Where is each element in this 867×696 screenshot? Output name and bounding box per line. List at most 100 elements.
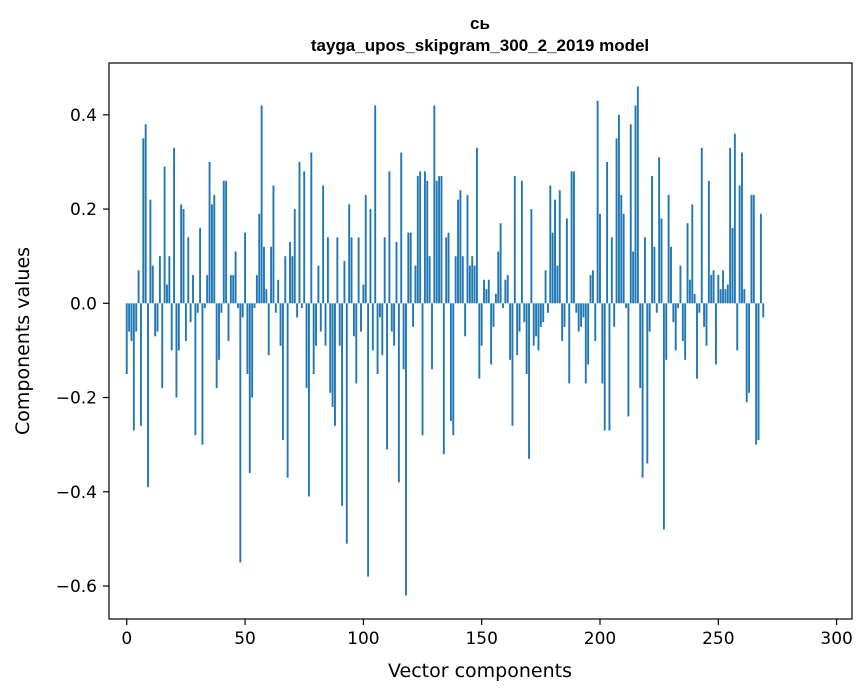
bar-87: [331, 303, 334, 407]
bar-24: [182, 209, 185, 304]
bar-60: [267, 303, 270, 356]
bar-39: [218, 303, 220, 360]
bar-69: [289, 242, 291, 304]
bar-184: [561, 303, 564, 341]
bar-25: [184, 303, 187, 341]
bar-257: [733, 133, 736, 304]
bar-22: [177, 303, 180, 351]
y-tick-label: 0.0: [70, 294, 97, 314]
bar-94: [348, 204, 351, 304]
bar-68: [286, 303, 289, 478]
bar-163: [511, 303, 514, 426]
bar-99: [360, 303, 362, 332]
bar-106: [376, 303, 379, 374]
bar-29: [194, 303, 197, 436]
bar-231: [672, 303, 675, 323]
bar-8: [144, 124, 147, 304]
bar-105: [374, 105, 377, 304]
bar-34: [206, 275, 209, 304]
bar-128: [428, 256, 431, 304]
bar-98: [357, 237, 360, 304]
bar-7: [142, 138, 145, 304]
y-tick-label: −0.4: [56, 483, 97, 503]
bar-226: [660, 218, 663, 304]
bar-113: [393, 303, 396, 346]
bar-180: [551, 232, 554, 304]
bar-37: [213, 194, 216, 304]
bar-178: [546, 303, 549, 313]
bar-23: [180, 204, 183, 304]
bar-150: [480, 303, 483, 346]
bar-233: [677, 303, 680, 309]
chart-title: сь: [470, 14, 490, 33]
bar-201: [601, 303, 604, 384]
bar-175: [539, 303, 542, 327]
bar-108: [381, 303, 384, 356]
bars-layer: [125, 86, 765, 596]
bar-177: [544, 270, 547, 304]
chart-subtitle: tayga_upos_skipgram_300_2_2019 model: [311, 36, 649, 55]
bar-205: [610, 237, 613, 304]
bar-125: [421, 303, 424, 436]
bar-52: [248, 303, 251, 473]
bar-76: [305, 303, 308, 389]
bar-96: [352, 303, 355, 337]
bar-154: [490, 303, 493, 365]
bar-35: [208, 161, 211, 304]
bar-181: [554, 199, 556, 304]
bar-132: [438, 176, 441, 304]
bar-268: [759, 213, 762, 304]
bar-51: [246, 303, 249, 374]
bar-185: [563, 303, 566, 327]
bar-216: [636, 86, 639, 304]
bar-199: [596, 100, 599, 304]
bar-250: [717, 275, 720, 304]
bar-45: [232, 275, 235, 304]
bar-13: [156, 303, 159, 332]
bar-213: [629, 124, 632, 304]
bar-116: [400, 152, 403, 304]
bar-152: [485, 289, 488, 304]
bar-239: [691, 204, 694, 304]
bar-169: [525, 303, 528, 374]
bar-269: [762, 303, 765, 318]
x-tick-label: 0: [121, 629, 132, 649]
bar-183: [558, 190, 561, 304]
bar-172: [532, 303, 535, 346]
bar-58: [263, 246, 265, 304]
bar-200: [599, 213, 601, 304]
bar-141: [459, 190, 462, 304]
bar-27: [189, 303, 192, 323]
bar-243: [700, 147, 703, 304]
y-tick-label: 0.4: [70, 106, 97, 126]
bar-214: [632, 251, 635, 304]
bar-136: [447, 232, 450, 304]
bar-164: [513, 176, 516, 304]
bar-100: [362, 284, 365, 304]
bar-4: [135, 303, 138, 332]
x-axis-label: Vector components: [388, 660, 572, 682]
y-axis-label: Components values: [12, 247, 34, 435]
bar-220: [646, 303, 649, 464]
bar-118: [405, 303, 407, 596]
bar-82: [319, 303, 322, 332]
bar-133: [440, 176, 443, 304]
bar-194: [584, 303, 587, 384]
bar-265: [752, 194, 755, 304]
bar-131: [435, 180, 438, 304]
bar-61: [270, 246, 273, 304]
bar-54: [253, 303, 256, 309]
bar-67: [284, 256, 287, 304]
bar-242: [698, 303, 701, 313]
bar-235: [681, 303, 684, 341]
bar-162: [509, 303, 512, 360]
bar-246: [707, 180, 710, 304]
bar-202: [603, 303, 606, 431]
bar-232: [674, 303, 677, 351]
y-tick-label: −0.2: [56, 389, 97, 409]
bar-260: [741, 152, 743, 304]
bar-222: [651, 176, 653, 304]
bar-81: [317, 265, 320, 304]
bar-208: [617, 114, 620, 304]
bar-48: [239, 303, 242, 563]
